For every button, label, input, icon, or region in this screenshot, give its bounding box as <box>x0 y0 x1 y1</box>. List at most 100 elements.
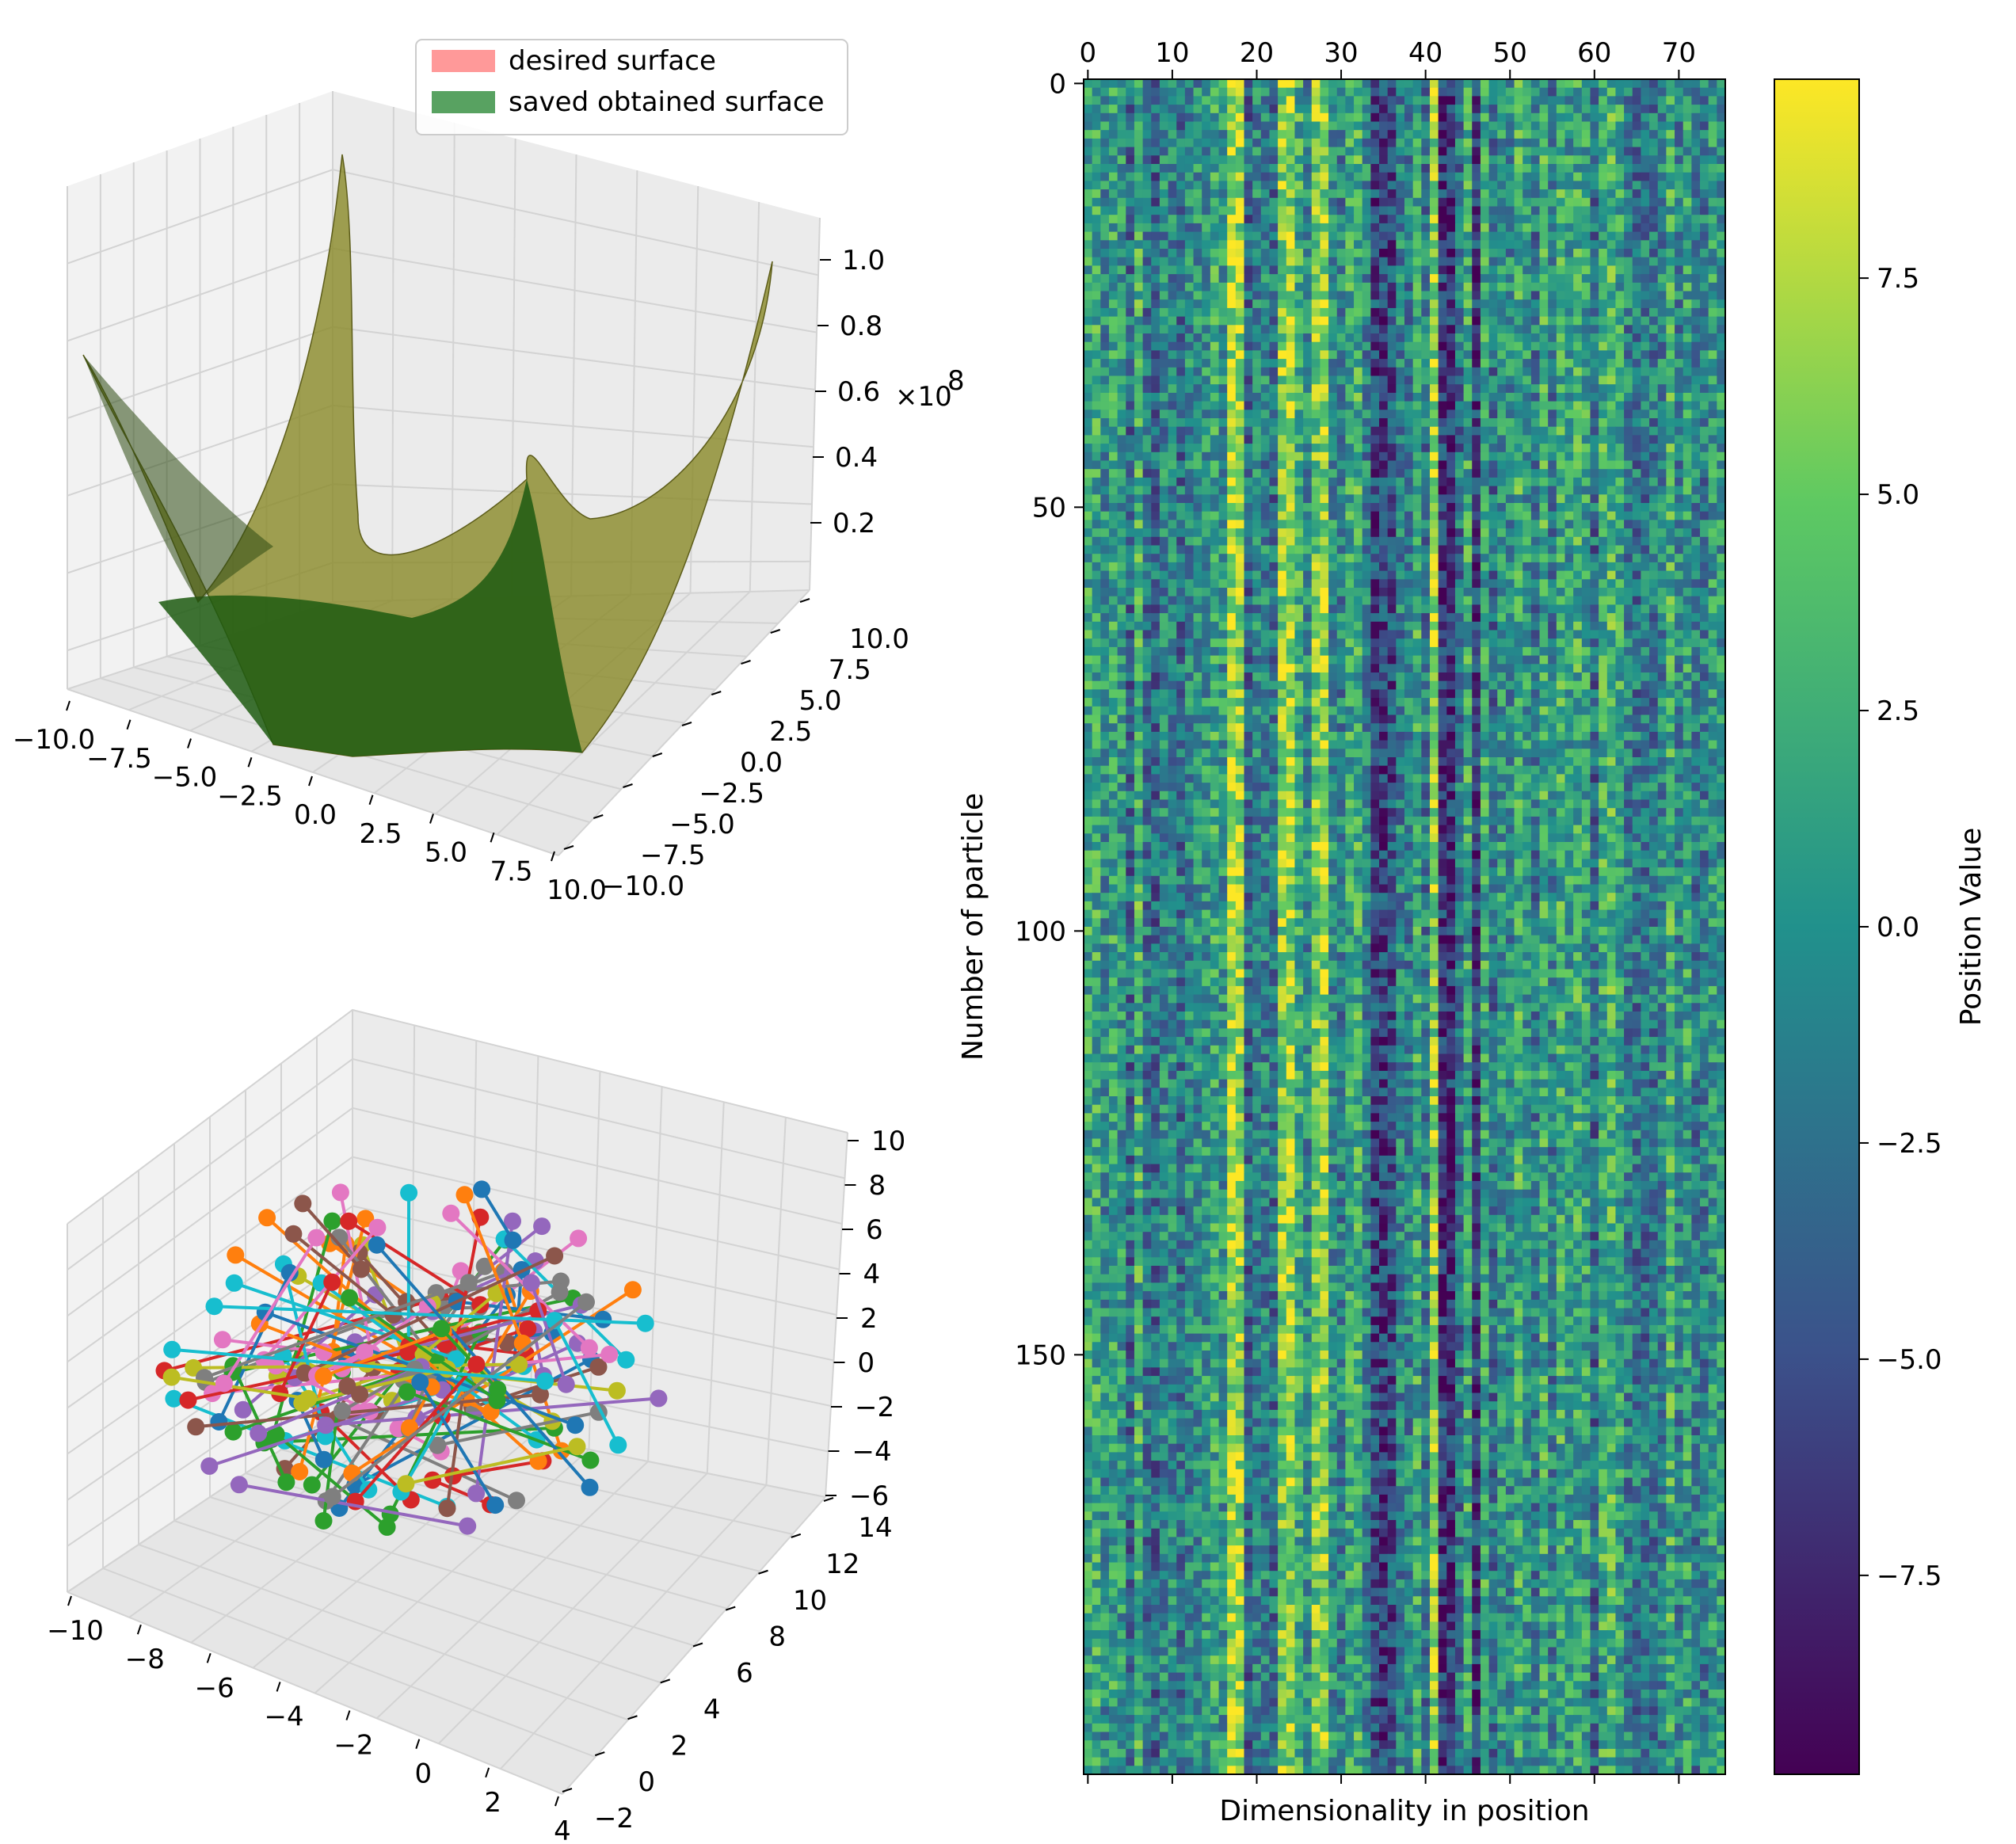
heatmap-cell <box>1202 375 1211 385</box>
heatmap-cell <box>1176 503 1186 512</box>
heatmap-cell <box>1700 494 1709 504</box>
heatmap-cell <box>1675 333 1684 343</box>
heatmap-cell <box>1151 367 1160 377</box>
heatmap-cell <box>1210 147 1220 156</box>
heatmap-cell <box>1354 494 1363 504</box>
heatmap-cell <box>1649 375 1659 385</box>
heatmap-cell <box>1649 164 1659 173</box>
heatmap-cell <box>1463 392 1473 402</box>
heatmap-cell <box>1294 392 1304 402</box>
heatmap-cell <box>1404 291 1414 300</box>
heatmap-cell <box>1235 172 1245 181</box>
heatmap-cell <box>1311 307 1321 318</box>
heatmap-cell <box>1438 155 1447 165</box>
heatmap-cell <box>1354 130 1363 139</box>
heatmap-cell <box>1278 291 1287 300</box>
y-tick-mark <box>562 1788 573 1793</box>
heatmap-cell <box>1497 435 1507 444</box>
heatmap-cell <box>1606 197 1617 208</box>
heatmap-cell <box>1184 503 1195 512</box>
heatmap-cell <box>1463 503 1473 512</box>
heatmap-cell <box>1142 410 1152 419</box>
heatmap-cell <box>1168 240 1177 250</box>
heatmap-cell <box>1657 138 1667 148</box>
heatmap-cell <box>1142 121 1152 131</box>
heatmap-cell <box>1624 375 1633 385</box>
heatmap-cell <box>1320 451 1329 462</box>
heatmap-cell <box>1657 469 1667 478</box>
heatmap-cell <box>1700 147 1709 156</box>
heatmap-cell <box>1336 392 1346 402</box>
heatmap-cell <box>1522 155 1532 165</box>
heatmap-cell <box>1269 274 1279 284</box>
heatmap-cell <box>1151 333 1160 343</box>
heatmap-cell <box>1370 375 1380 385</box>
heatmap-cell <box>1446 451 1456 462</box>
heatmap-cell <box>1151 316 1160 326</box>
heatmap-cell <box>1497 554 1507 563</box>
heatmap-cell <box>1134 477 1144 487</box>
heatmap-cell <box>1564 554 1574 563</box>
heatmap-cell <box>1675 503 1684 512</box>
heatmap-cell <box>1717 316 1726 326</box>
heatmap-cell <box>1252 375 1262 385</box>
heatmap-cell <box>1581 545 1591 554</box>
heatmap-cell <box>1328 307 1338 318</box>
heatmap-cell <box>1632 206 1642 215</box>
heatmap-cell <box>1142 444 1152 453</box>
heatmap-cell <box>1657 384 1667 394</box>
particle-point <box>352 1260 370 1278</box>
heatmap-cell <box>1328 265 1338 275</box>
heatmap-cell <box>1556 274 1566 284</box>
heatmap-cell <box>1303 367 1313 377</box>
heatmap-cell <box>1454 147 1465 156</box>
heatmap-cell <box>1564 469 1574 478</box>
heatmap-cell <box>1404 444 1414 453</box>
heatmap-cell <box>1176 265 1186 275</box>
heatmap-cell <box>1412 231 1422 241</box>
heatmap-cell <box>1126 410 1135 419</box>
heatmap-cell <box>1269 486 1279 495</box>
heatmap-cell <box>1463 469 1473 478</box>
heatmap-cell <box>1210 520 1220 529</box>
heatmap-cell <box>1100 155 1110 165</box>
heatmap-cell <box>1657 96 1667 105</box>
heatmap-cell <box>1269 231 1279 241</box>
heatmap-cell <box>1666 121 1675 131</box>
heatmap-cell <box>1193 223 1202 233</box>
heatmap-cell <box>1235 231 1245 241</box>
heatmap-cell <box>1202 418 1211 428</box>
heatmap-cell <box>1235 545 1245 554</box>
heatmap-cell <box>1168 350 1177 360</box>
heatmap-cell <box>1675 325 1684 334</box>
heatmap-cell <box>1362 282 1371 292</box>
heatmap-cell <box>1599 164 1608 173</box>
heatmap-cell <box>1488 350 1498 360</box>
heatmap-cell <box>1235 181 1245 190</box>
heatmap-cell <box>1615 554 1625 563</box>
heatmap-cell <box>1252 164 1262 173</box>
heatmap-cell <box>1641 469 1650 478</box>
heatmap-cell <box>1303 130 1313 139</box>
heatmap-cell <box>1117 155 1126 165</box>
heatmap-cell <box>1446 147 1456 156</box>
heatmap-cell <box>1260 147 1271 156</box>
heatmap-cell <box>1362 181 1371 190</box>
heatmap-cell <box>1320 249 1329 258</box>
heatmap-cell <box>1286 112 1296 123</box>
heatmap-cell <box>1488 460 1498 470</box>
heatmap-cell <box>1379 554 1389 563</box>
heatmap-cell <box>1218 112 1228 123</box>
heatmap-cell <box>1311 536 1321 547</box>
heatmap-cell <box>1328 367 1338 377</box>
heatmap-cell <box>1303 384 1313 394</box>
heatmap-cell <box>1176 554 1186 563</box>
heatmap-cell <box>1379 231 1389 241</box>
heatmap-cell <box>1184 223 1195 233</box>
heatmap-cell <box>1336 257 1346 266</box>
heatmap-cell <box>1278 197 1287 208</box>
heatmap-cell <box>1260 215 1271 224</box>
heatmap-cell <box>1396 282 1405 292</box>
heatmap-cell <box>1564 240 1574 250</box>
heatmap-cell <box>1488 451 1498 462</box>
